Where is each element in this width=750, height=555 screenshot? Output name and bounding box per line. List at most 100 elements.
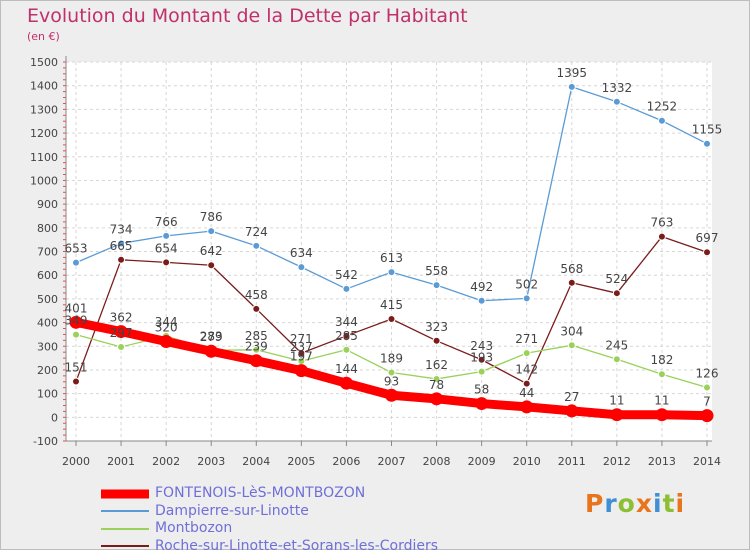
legend-swatch [101,510,149,513]
y-tick-label: 700 [37,246,58,259]
y-tick-label: -100 [33,435,58,448]
data-point [339,376,353,390]
data-point [703,139,711,148]
legend-label: FONTENOIS-LèS-MONTBOZON [155,485,366,501]
data-point [72,377,80,386]
data-point [72,330,80,339]
data-label: 78 [429,378,444,392]
data-label: 344 [155,315,178,329]
data-point [252,241,261,250]
data-point [567,82,576,91]
data-label: 243 [470,339,493,353]
data-label: 724 [245,225,268,239]
data-point [162,258,171,267]
data-point [522,379,531,388]
x-tick-label: 2004 [242,455,270,468]
data-point [475,397,489,411]
x-tick-label: 2007 [378,455,406,468]
x-tick-label: 2008 [423,455,451,468]
data-label: 763 [650,216,673,230]
data-label: 189 [380,352,403,366]
data-label: 362 [110,311,133,325]
y-tick-label: 100 [37,388,58,401]
x-tick-label: 2013 [648,455,676,468]
data-point [385,388,398,402]
data-point [159,335,173,349]
data-label: 613 [380,251,403,265]
y-tick-label: 1000 [30,174,58,187]
data-label: 239 [245,340,268,354]
data-point [207,227,216,236]
data-label: 344 [335,315,358,329]
data-point [567,341,576,350]
logo-letter: r [604,489,618,518]
x-tick-label: 2001 [107,455,135,468]
x-tick-label: 2000 [62,455,90,468]
data-point [249,354,263,368]
data-point [477,367,486,376]
data-point [565,404,579,418]
data-point [703,248,711,257]
y-tick-label: 1100 [30,151,58,164]
data-label: 297 [110,326,133,340]
data-point [703,383,711,392]
data-point [612,97,621,106]
data-label: 323 [425,320,448,334]
data-label: 568 [560,262,583,276]
data-label: 283 [200,329,223,343]
data-label: 7 [703,395,711,409]
data-point [432,374,441,383]
data-label: 1252 [647,100,678,114]
data-label: 1155 [692,123,723,137]
plot-area [66,62,712,441]
y-tick-label: 300 [37,340,58,353]
data-label: 415 [380,298,403,312]
y-tick-label: 1200 [30,127,58,140]
data-label: 653 [65,242,88,256]
x-tick-label: 2002 [152,455,180,468]
data-label: 766 [155,215,178,229]
data-point [252,345,261,354]
logo-letter: x [635,489,653,518]
data-point [657,232,666,241]
data-point [342,284,351,293]
x-tick-label: 2006 [332,455,360,468]
data-label: 458 [245,288,268,302]
data-label: 27 [564,390,579,404]
data-point [114,325,128,339]
data-point [655,408,669,422]
data-point [72,258,80,267]
data-point [162,231,171,240]
data-label: 182 [650,353,673,367]
y-tick-label: 1400 [30,80,58,93]
data-label: 271 [515,332,538,346]
data-label: 271 [290,332,313,346]
data-label: 142 [515,363,538,377]
logo-letter: P [585,489,605,518]
data-label: 665 [110,239,133,253]
y-tick-label: 1300 [30,103,58,116]
data-label: 279 [200,330,223,344]
x-tick-label: 2009 [468,455,496,468]
data-label: 285 [335,329,358,343]
data-label: 197 [290,350,313,364]
chart-title: Evolution du Montant de la Dette par Hab… [27,5,468,27]
data-point [297,349,306,358]
data-label: 654 [155,241,178,255]
data-point [700,409,714,423]
x-tick-label: 2010 [513,455,541,468]
data-point [522,349,531,358]
data-point [207,261,216,270]
logo-letter: i [675,489,686,518]
data-point [610,408,624,422]
data-label: 144 [335,362,358,376]
data-label: 524 [605,272,628,286]
data-point [252,304,261,313]
data-label: 349 [65,314,88,328]
data-label: 642 [200,244,223,258]
data-point [432,336,441,345]
data-label: 237 [290,340,313,354]
legend-label: Montbozon [155,520,233,536]
data-point [69,315,83,329]
